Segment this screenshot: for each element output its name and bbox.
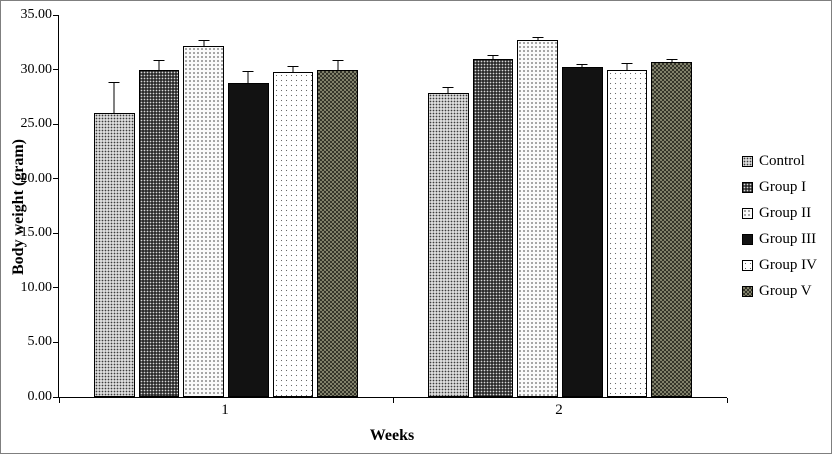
y-tick-label: 5.00 [27,334,53,350]
legend-label-group-iii: Group III [759,231,817,247]
error-bar [198,40,210,47]
error-bar [442,86,454,94]
legend-label-group-i: Group I [759,179,807,195]
y-tick-mark [53,14,58,16]
error-bar-cap [332,59,344,61]
legend-item-group-i: Group I [742,177,817,197]
error-bar-line [292,66,294,73]
error-bar-line [113,81,115,115]
y-tick-mark [53,232,58,234]
error-bar-line [247,70,249,84]
y-tick-label: 30.00 [20,61,53,77]
y-axis-title: Body weight (gram) [10,139,27,275]
legend-item-group-v: Group V [742,281,817,301]
legend-swatch-group-iii [742,233,753,245]
error-bar-cap [576,64,588,66]
x-category-label: 2 [555,402,563,418]
legend-swatch-group-i [742,181,753,193]
error-bar-line [337,59,339,71]
y-tick-label: 15.00 [20,225,53,241]
bar-group-iii-week-1 [228,70,269,397]
bar-group-iv-week-1 [272,66,314,397]
bar-group-ii-week-1 [183,40,224,397]
error-bar [242,70,254,84]
legend-item-control: Control [742,151,817,171]
x-category-label: 1 [221,402,229,418]
y-tick-label: 0.00 [27,389,53,404]
legend-label-group-v: Group V [759,283,812,299]
error-bar [532,36,544,42]
legend-swatch-group-v [742,285,753,297]
bar-group-iii-week-2 [562,64,603,397]
bar-control-week-1 [94,81,135,397]
error-bar [287,66,299,73]
bar-group-ii-week-2 [517,36,558,397]
y-tick-label: 10.00 [20,279,53,295]
error-bar [621,62,633,71]
error-bar-line [447,86,449,94]
y-tick-mark [53,341,58,343]
error-bar [666,58,678,63]
y-tick-mark [53,396,58,398]
error-bar-cap [242,70,254,72]
y-tick-mark [53,69,58,71]
legend-swatch-control [742,155,753,167]
legend-label-group-ii: Group II [759,205,812,221]
legend-item-group-ii: Group II [742,203,817,223]
y-tick-label: 35.00 [20,7,53,22]
bar-control-week-2 [428,86,469,397]
legend-item-group-iv: Group IV [742,255,817,275]
legend: Control Group I Group II Group III Group IV G… [742,151,817,307]
bar-group-v-week-2 [651,58,692,397]
legend-label-group-iv: Group IV [759,257,817,273]
error-bar [487,55,499,60]
error-bar-line [581,64,583,69]
legend-swatch-group-ii [742,207,753,219]
error-bar [576,64,588,69]
y-tick-mark [53,178,58,180]
bar-group-i-week-1 [138,59,180,397]
error-bar-cap [487,55,499,57]
x-tick-mark [58,398,60,403]
error-bar-line [203,40,205,47]
y-tick-mark [53,123,58,125]
bar-group-iv-week-2 [606,62,648,397]
error-bar-cap [442,86,454,88]
legend-label-control: Control [759,153,805,169]
error-bar-cap [108,81,120,83]
error-bar [108,81,120,115]
error-bar-line [158,59,160,71]
y-tick-label: 20.00 [20,170,53,186]
error-bar [332,59,344,71]
x-tick-mark [392,398,394,403]
error-bar [153,59,165,71]
error-bar-cap [153,59,165,61]
error-bar-cap [621,62,633,64]
x-tick-mark [726,398,728,403]
error-bar-cap [198,40,210,42]
y-tick-label: 25.00 [20,116,53,132]
error-bar-line [537,36,539,42]
x-axis-title: Weeks [369,427,415,444]
bar-group-v-week-1 [317,59,358,397]
error-bar-line [626,62,628,71]
error-bar-cap [532,36,544,38]
legend-swatch-group-iv [742,259,753,271]
error-bar-cap [666,58,678,60]
error-bar-line [492,55,494,60]
bar-group-i-week-2 [472,55,514,397]
y-tick-mark [53,287,58,289]
legend-item-group-iii: Group III [742,229,817,249]
error-bar-cap [287,66,299,68]
plot-area: 0.00 5.00 10.00 15.00 20.00 25.00 30.00 35.00 [21,7,728,404]
error-bar-line [671,58,673,63]
